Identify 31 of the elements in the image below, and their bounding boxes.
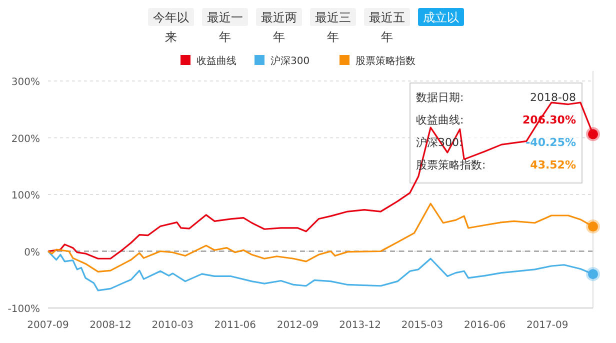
x-tick-label: 2007-09 (27, 320, 69, 331)
point (586, 220, 600, 234)
point (586, 127, 600, 142)
y-tick-label: -100% (8, 304, 40, 315)
x-tick-label: 2008-12 (90, 320, 132, 331)
x-tick-label: 2011-06 (214, 320, 256, 331)
y-tick-label: 0% (24, 247, 40, 258)
legend-label: 沪深300 (270, 55, 310, 67)
legend-label: 股票策略指数 (356, 55, 416, 67)
text: 今年以来 (153, 10, 189, 44)
legend-label: 收益曲线 (196, 55, 236, 67)
text: 最近一年 (207, 10, 243, 44)
x-tick-label: 2015-03 (401, 320, 444, 331)
text: 最近两年 (261, 10, 297, 44)
annotation: 收益曲线: (416, 114, 464, 126)
x-tick-label: 2016-06 (464, 320, 506, 331)
annotation: -40.25% (526, 136, 576, 149)
point (586, 267, 600, 282)
text: 成立以 (423, 10, 459, 24)
text: 最近五年 (369, 10, 405, 44)
x-tick-label: 2012-09 (276, 320, 319, 331)
y-tick-label: 300% (11, 77, 40, 88)
annotation: 43.52% (530, 158, 576, 172)
annotation: 数据日期: (416, 91, 464, 104)
text: 最近三年 (315, 10, 351, 44)
y-tick-label: 100% (11, 190, 40, 202)
x-tick-label: 2017-09 (526, 320, 568, 331)
y-tick-label: 200% (11, 134, 40, 145)
x-tick-label: 2010-03 (152, 320, 194, 331)
annotation: 2018-08 (530, 91, 576, 104)
x-tick-label: 2013-12 (339, 320, 381, 331)
